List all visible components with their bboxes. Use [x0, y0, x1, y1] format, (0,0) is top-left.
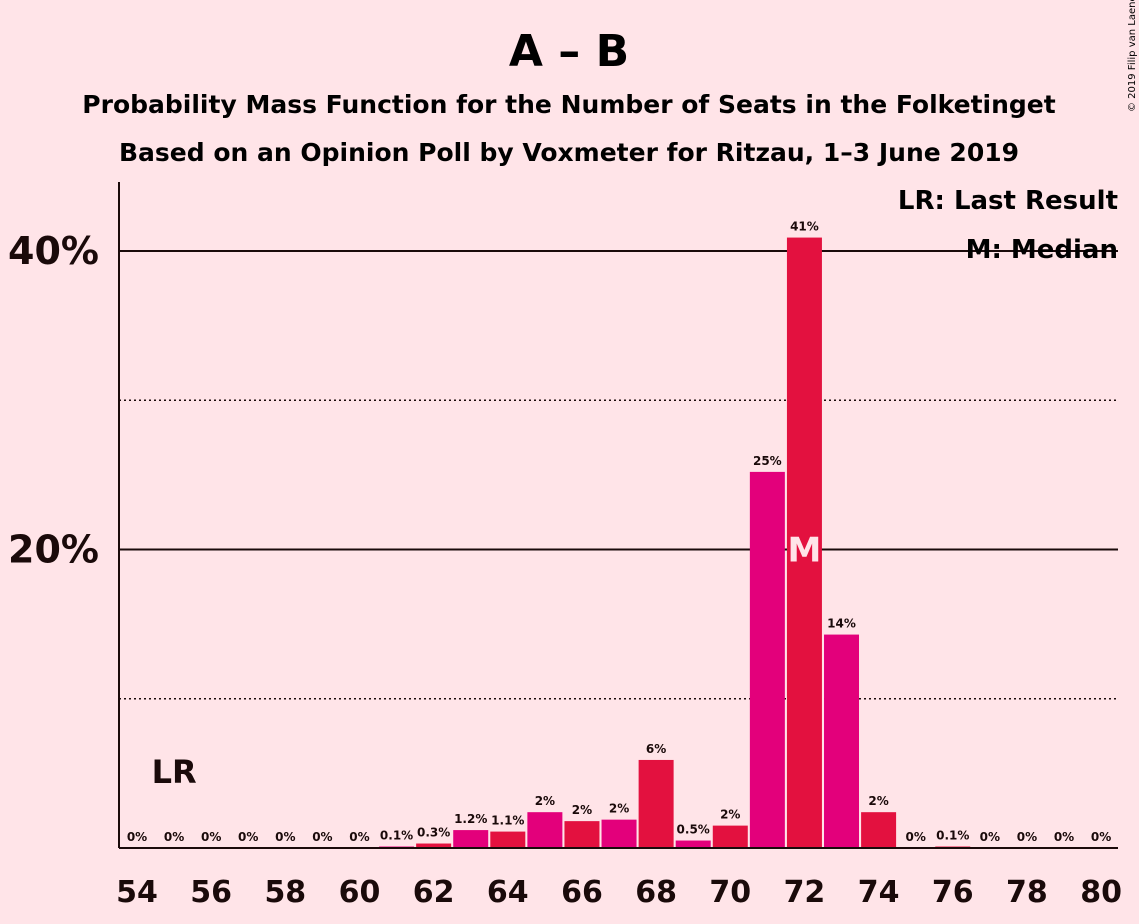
x-tick-68: 68: [635, 875, 677, 910]
x-tick-64: 64: [487, 875, 529, 910]
last-result-marker: LR: [152, 753, 197, 791]
x-tick-54: 54: [116, 875, 158, 910]
bar-label-57: 0%: [238, 830, 258, 844]
bar-label-75: 0%: [905, 830, 925, 844]
y-tick-labels: 20% 40%: [8, 229, 99, 572]
x-tick-62: 62: [413, 875, 455, 910]
x-tick-60: 60: [339, 875, 381, 910]
chart-subtitle-2: Based on an Opinion Poll by Voxmeter for…: [119, 138, 1019, 167]
x-tick-labels: 54 56 58 60 62 64 66 68 70 72 74 76 78 80: [116, 875, 1122, 910]
legend-median: M: Median: [966, 235, 1118, 265]
legend-last-result: LR: Last Result: [898, 186, 1118, 216]
x-tick-66: 66: [561, 875, 603, 910]
bar-label-56: 0%: [201, 830, 221, 844]
bar-label-54: 0%: [127, 830, 147, 844]
chart-subtitle-1: Probability Mass Function for the Number…: [82, 90, 1055, 119]
bar-label-64: 1.1%: [491, 814, 524, 828]
x-tick-76: 76: [932, 875, 974, 910]
bar-label-67: 2%: [609, 802, 629, 816]
x-tick-74: 74: [858, 875, 900, 910]
y-tick-20: 20%: [8, 528, 99, 572]
bar-label-58: 0%: [275, 830, 295, 844]
bar-seat-74: [861, 812, 897, 848]
bar-label-78: 0%: [1017, 830, 1037, 844]
bar-seat-64: [490, 831, 526, 848]
bar-label-59: 0%: [312, 830, 332, 844]
gridlines: [119, 250, 1118, 700]
bar-seat-69: [675, 840, 711, 848]
bar-label-80: 0%: [1091, 830, 1111, 844]
median-marker: M: [788, 531, 822, 571]
x-tick-58: 58: [264, 875, 306, 910]
bars: [379, 237, 971, 848]
bar-seat-67: [601, 819, 637, 848]
bar-label-61: 0.1%: [380, 829, 413, 843]
bar-label-70: 2%: [720, 808, 740, 822]
bar-seat-62: [416, 843, 452, 848]
bar-seat-68: [638, 759, 674, 848]
bar-seat-72: [786, 237, 822, 848]
x-tick-78: 78: [1006, 875, 1048, 910]
x-tick-70: 70: [709, 875, 751, 910]
x-tick-72: 72: [784, 875, 826, 910]
bar-seat-73: [824, 634, 860, 848]
x-tick-56: 56: [190, 875, 232, 910]
bar-label-74: 2%: [868, 794, 888, 808]
bar-labels: 0% 0% 0% 0% 0% 0% 0% 0.1% 0.3% 1.2% 1.1% 2% 2% 2% 6% 0.…: [127, 220, 1111, 844]
bar-label-76: 0.1%: [936, 829, 969, 843]
bar-seat-70: [712, 825, 748, 848]
copyright-text: © 2019 Filip van Laenen: [1127, 0, 1138, 112]
x-tick-80: 80: [1080, 875, 1122, 910]
axes: [118, 182, 1118, 849]
bar-label-63: 1.2%: [454, 812, 487, 826]
bar-label-68: 6%: [646, 742, 666, 756]
bar-label-65: 2%: [535, 794, 555, 808]
chart-title: A – B: [509, 26, 629, 77]
bar-label-72: 41%: [790, 220, 819, 234]
bar-seat-65: [527, 812, 563, 848]
bar-label-71: 25%: [753, 454, 782, 468]
y-tick-40: 40%: [8, 229, 99, 273]
bar-label-73: 14%: [827, 617, 856, 631]
bar-seat-71: [749, 471, 785, 848]
bar-label-77: 0%: [980, 830, 1000, 844]
bar-label-55: 0%: [164, 830, 184, 844]
bar-seat-66: [564, 821, 600, 848]
bar-seat-63: [453, 830, 489, 848]
bar-label-62: 0.3%: [417, 826, 450, 840]
bar-label-79: 0%: [1054, 830, 1074, 844]
bar-label-66: 2%: [572, 803, 592, 817]
bar-label-69: 0.5%: [677, 823, 710, 837]
bar-label-60: 0%: [349, 830, 369, 844]
